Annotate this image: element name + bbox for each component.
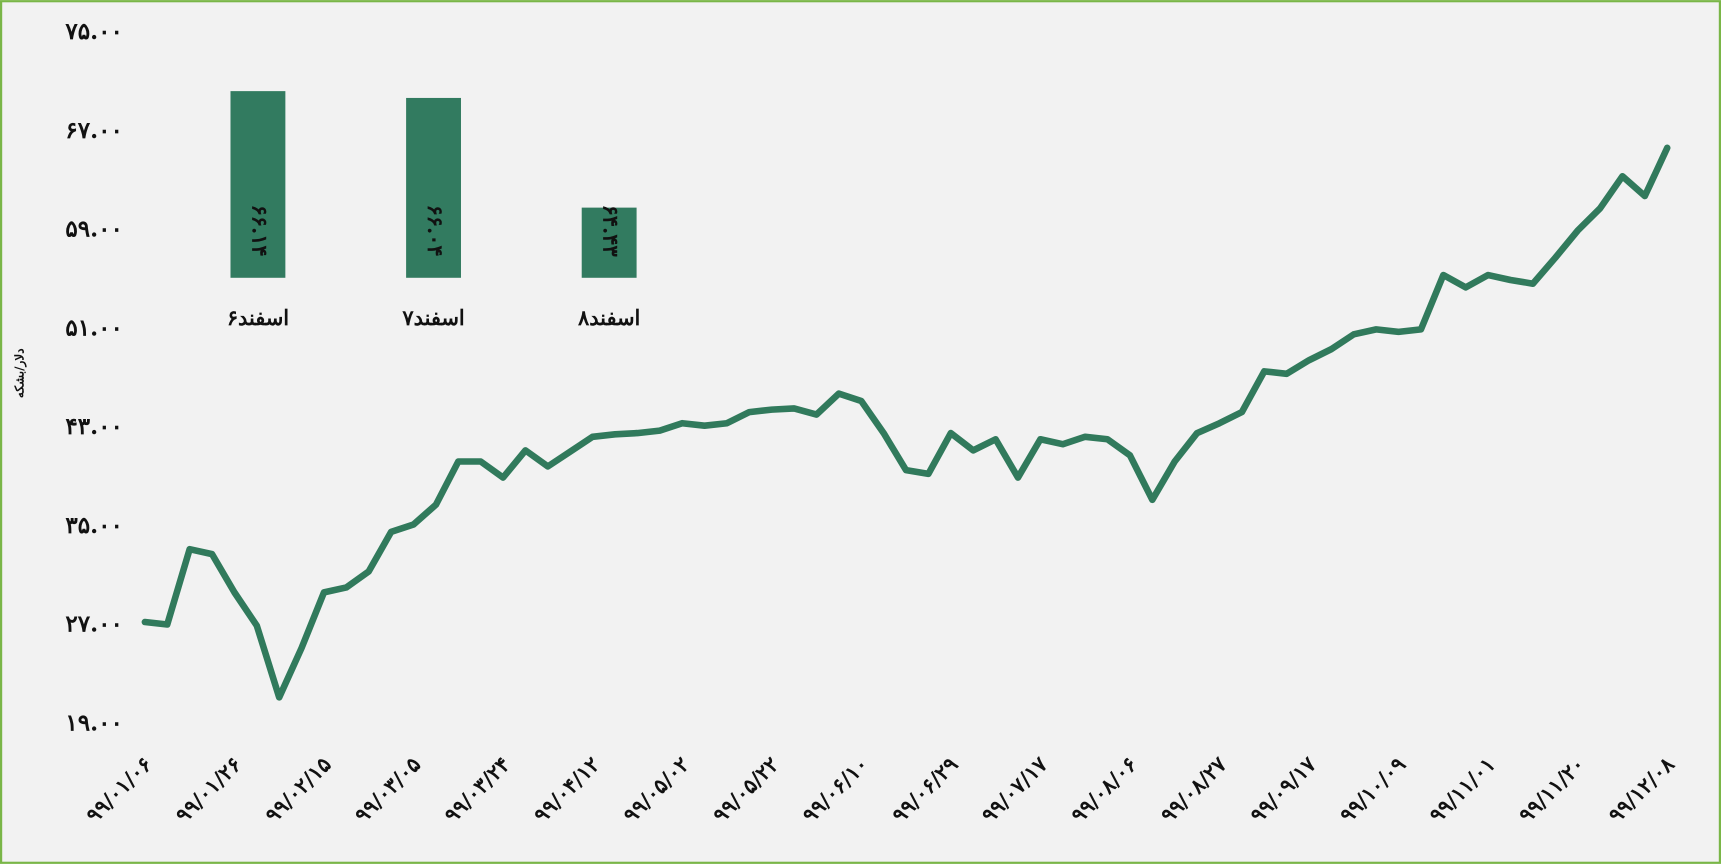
- bar: [406, 97, 461, 278]
- bar-category-label: ۷اسفند: [401, 305, 464, 330]
- y-tick-label: ۲۷.۰۰: [65, 611, 123, 638]
- bar: [581, 207, 637, 278]
- y-tick-label: ۷۵.۰۰: [64, 18, 123, 45]
- y-tick-label: ۵۹.۰۰: [65, 216, 123, 243]
- bar: [230, 91, 286, 278]
- y-axis-label: دلار/بشکه: [12, 348, 27, 398]
- bar-value-label: ۶۶.۰۴: [423, 205, 448, 257]
- y-tick-label: ۳۵.۰۰: [65, 512, 123, 539]
- y-tick-label: ۵۱.۰۰: [65, 314, 123, 341]
- price-line: [141, 144, 1671, 701]
- y-tick-label: ۴۳.۰۰: [65, 413, 123, 440]
- bar-category-label: ۶اسفند: [227, 305, 289, 330]
- bar-category-label: ۸اسفند: [577, 305, 640, 330]
- y-tick-label: ۱۹.۰۰: [65, 710, 123, 737]
- bar-value-label: ۶۶.۱۴: [247, 205, 272, 257]
- y-tick-label: ۶۷.۰۰: [65, 117, 123, 144]
- bar-value-label: ۶۴.۴۳: [599, 205, 624, 258]
